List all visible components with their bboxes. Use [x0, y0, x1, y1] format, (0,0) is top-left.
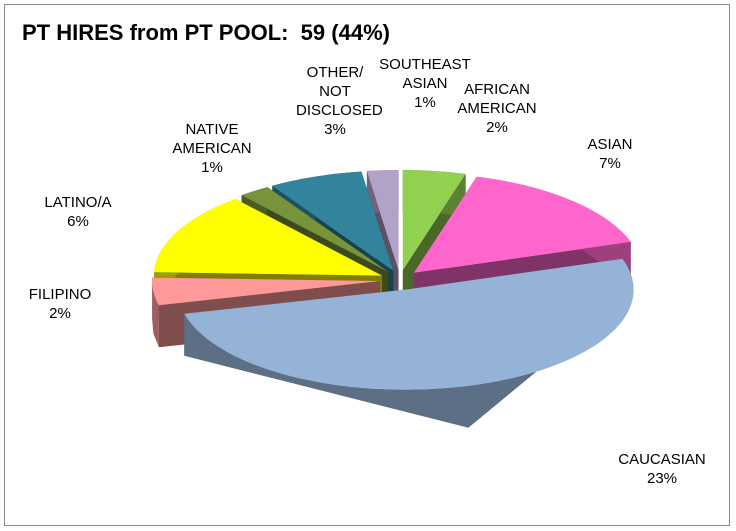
value-label: 2% [486, 119, 508, 136]
slice-label: OTHER/ NOT DISCLOSED 3% [296, 63, 383, 139]
value-label: 2% [49, 305, 71, 322]
category-label: LATINO/A [44, 194, 112, 211]
slice-label: ASIAN 7% [570, 135, 650, 173]
category-label: ASIAN [587, 136, 633, 153]
value-label: 7% [599, 155, 621, 172]
pie-slice [366, 170, 399, 271]
category-label: AFRICAN AMERICAN [457, 81, 537, 117]
value-label: 3% [324, 121, 346, 138]
slice-label: AFRICAN AMERICAN 2% [447, 80, 547, 137]
pie-slice [154, 199, 383, 276]
pie-slice [152, 277, 381, 306]
slice-label: LATINO/A 6% [38, 193, 118, 231]
slice-label: CAUCASIAN 23% [612, 450, 712, 488]
pie-slice [184, 258, 634, 390]
pie-slice [402, 170, 466, 271]
value-label: 1% [201, 159, 223, 176]
slice-label: FILIPINO 2% [20, 285, 100, 323]
value-label: 23% [646, 470, 678, 487]
category-label: SOUTHEAST ASIAN [379, 56, 471, 92]
pie-slice [241, 187, 389, 272]
chart-frame [4, 4, 730, 526]
category-label: OTHER/ NOT DISCLOSED [296, 64, 383, 119]
pie-slice [413, 176, 631, 273]
slice-side [184, 258, 634, 428]
category-label: NATIVE AMERICAN [172, 121, 252, 157]
category-label: FILIPINO [28, 286, 92, 303]
category-label: CAUCASIAN [618, 451, 706, 468]
slice-label: NATIVE AMERICAN 1% [162, 120, 262, 177]
slice-label: SOUTHEAST ASIAN 1% [375, 55, 475, 112]
value-label: 6% [67, 213, 89, 230]
chart-title: PT HIRES from PT POOL: 59 (44%) [22, 20, 390, 45]
slice-side [152, 277, 159, 348]
pie-slice [272, 171, 394, 271]
value-label: 1% [414, 94, 436, 111]
